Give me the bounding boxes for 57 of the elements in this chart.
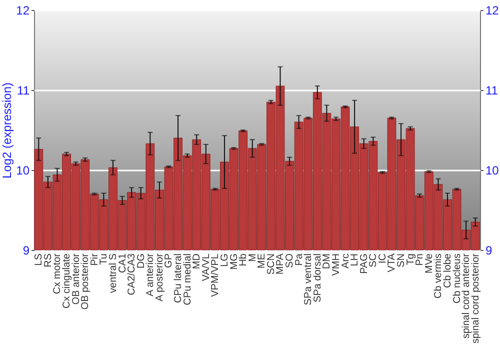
x-tick-label: VTA (386, 253, 398, 272)
y2-tick-label: 10 (486, 164, 500, 178)
y-tick-label: 11 (17, 84, 30, 98)
x-tick-label: LS (34, 253, 45, 266)
x-tick-label: Pn (414, 254, 426, 266)
x-tick-label: IC (377, 254, 388, 264)
x-tick-label: VA/VL (200, 253, 212, 282)
x-tick-label: SCN (266, 254, 277, 275)
x-tick-label: MD (192, 254, 203, 270)
y2-tick-label: 9 (486, 244, 492, 258)
y2-tick-label: 11 (486, 84, 498, 98)
x-tick-label: Cb vermis (433, 254, 444, 299)
x-tick-label: VPM/VPL (210, 253, 222, 297)
x-tick-label: spinal cord anterior (461, 252, 472, 339)
x-tick-label: A posterior (154, 252, 166, 302)
x-tick-label: SC (368, 254, 380, 268)
x-tick-label: Cb nucleus (452, 254, 463, 304)
x-tick-label: DG (136, 253, 147, 268)
x-tick-label: Pa (294, 253, 305, 266)
y-tick-label: 9 (22, 244, 30, 258)
x-tick-label: LH (350, 254, 361, 266)
x-tick-label: Tu (98, 254, 110, 265)
x-tick-label: SPa ventral (303, 254, 314, 306)
x-tick-label: Cb lobe (442, 253, 454, 288)
x-tick-label: CA2/CA3 (126, 253, 138, 296)
x-tick-label: VMH (330, 254, 342, 276)
x-tick-label: MG (228, 253, 240, 270)
x-tick-label: Hb (238, 253, 250, 266)
x-tick-label: MVe (424, 253, 435, 274)
x-tick-label: MPA (275, 253, 286, 274)
x-tick-label: Cx cingulate (62, 253, 73, 309)
x-tick-label: ventral S (108, 253, 119, 293)
x-tick-label: Arc (340, 254, 352, 268)
y2-tick-label: 12 (486, 4, 500, 18)
x-tick-label: RS (42, 253, 54, 268)
x-tick-label: CA1 (117, 253, 128, 273)
x-tick-label: PAG (358, 253, 370, 274)
x-tick-label: LG (219, 253, 230, 267)
x-tick-label: SPa dorsal (312, 254, 324, 302)
y-axis-title: Log2 (expression) (0, 82, 14, 179)
x-tick-label: spinal cord posterior (470, 252, 482, 344)
x-tick-label: M (247, 254, 258, 262)
x-tick-label: SO (284, 253, 296, 268)
x-tick-label: ME (256, 253, 268, 268)
x-tick-label: SN (396, 254, 408, 268)
x-tick-label: DM (322, 254, 333, 270)
x-tick-label: CPu lateral (173, 254, 184, 303)
x-tick-label: CPu medial (182, 254, 194, 306)
x-tick-label: OB anterior (70, 252, 82, 305)
x-tick-label: GP (164, 253, 175, 268)
x-tick-label: OB posterior (80, 252, 92, 310)
x-tick-label: Pir (89, 252, 100, 266)
y-tick-label: 10 (16, 164, 30, 178)
y-tick-label: 12 (16, 4, 30, 18)
x-tick-label: Tg (405, 254, 416, 266)
x-tick-label: Cx motor (52, 252, 64, 294)
x-tick-label: A anterior (145, 252, 156, 296)
